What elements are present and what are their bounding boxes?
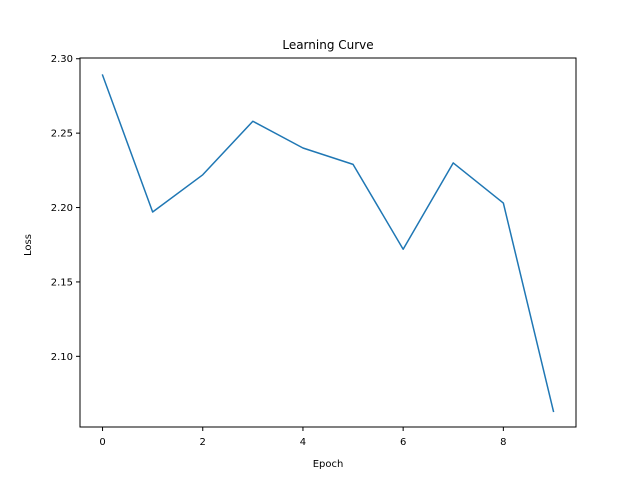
y-axis: 2.10 2.15 2.20 2.25 2.30 xyxy=(51,54,80,363)
chart-title: Learning Curve xyxy=(282,38,373,52)
y-tick-label: 2.25 xyxy=(51,129,73,140)
x-tick-label: 8 xyxy=(500,437,506,448)
x-axis: 0 2 4 6 8 xyxy=(99,427,507,448)
y-tick-label: 2.10 xyxy=(51,352,73,363)
y-tick-label: 2.15 xyxy=(51,277,73,288)
x-tick-label: 0 xyxy=(99,437,105,448)
y-tick-label: 2.20 xyxy=(51,203,73,214)
x-tick-label: 2 xyxy=(200,437,206,448)
x-tick-label: 6 xyxy=(400,437,406,448)
plot-frame xyxy=(79,57,577,428)
series-line xyxy=(101,74,555,413)
x-tick-label: 4 xyxy=(300,437,306,448)
x-axis-title: Epoch xyxy=(313,459,344,470)
plot-area xyxy=(101,74,555,413)
y-tick-label: 2.30 xyxy=(51,54,73,65)
y-axis-title: Loss xyxy=(23,234,34,256)
